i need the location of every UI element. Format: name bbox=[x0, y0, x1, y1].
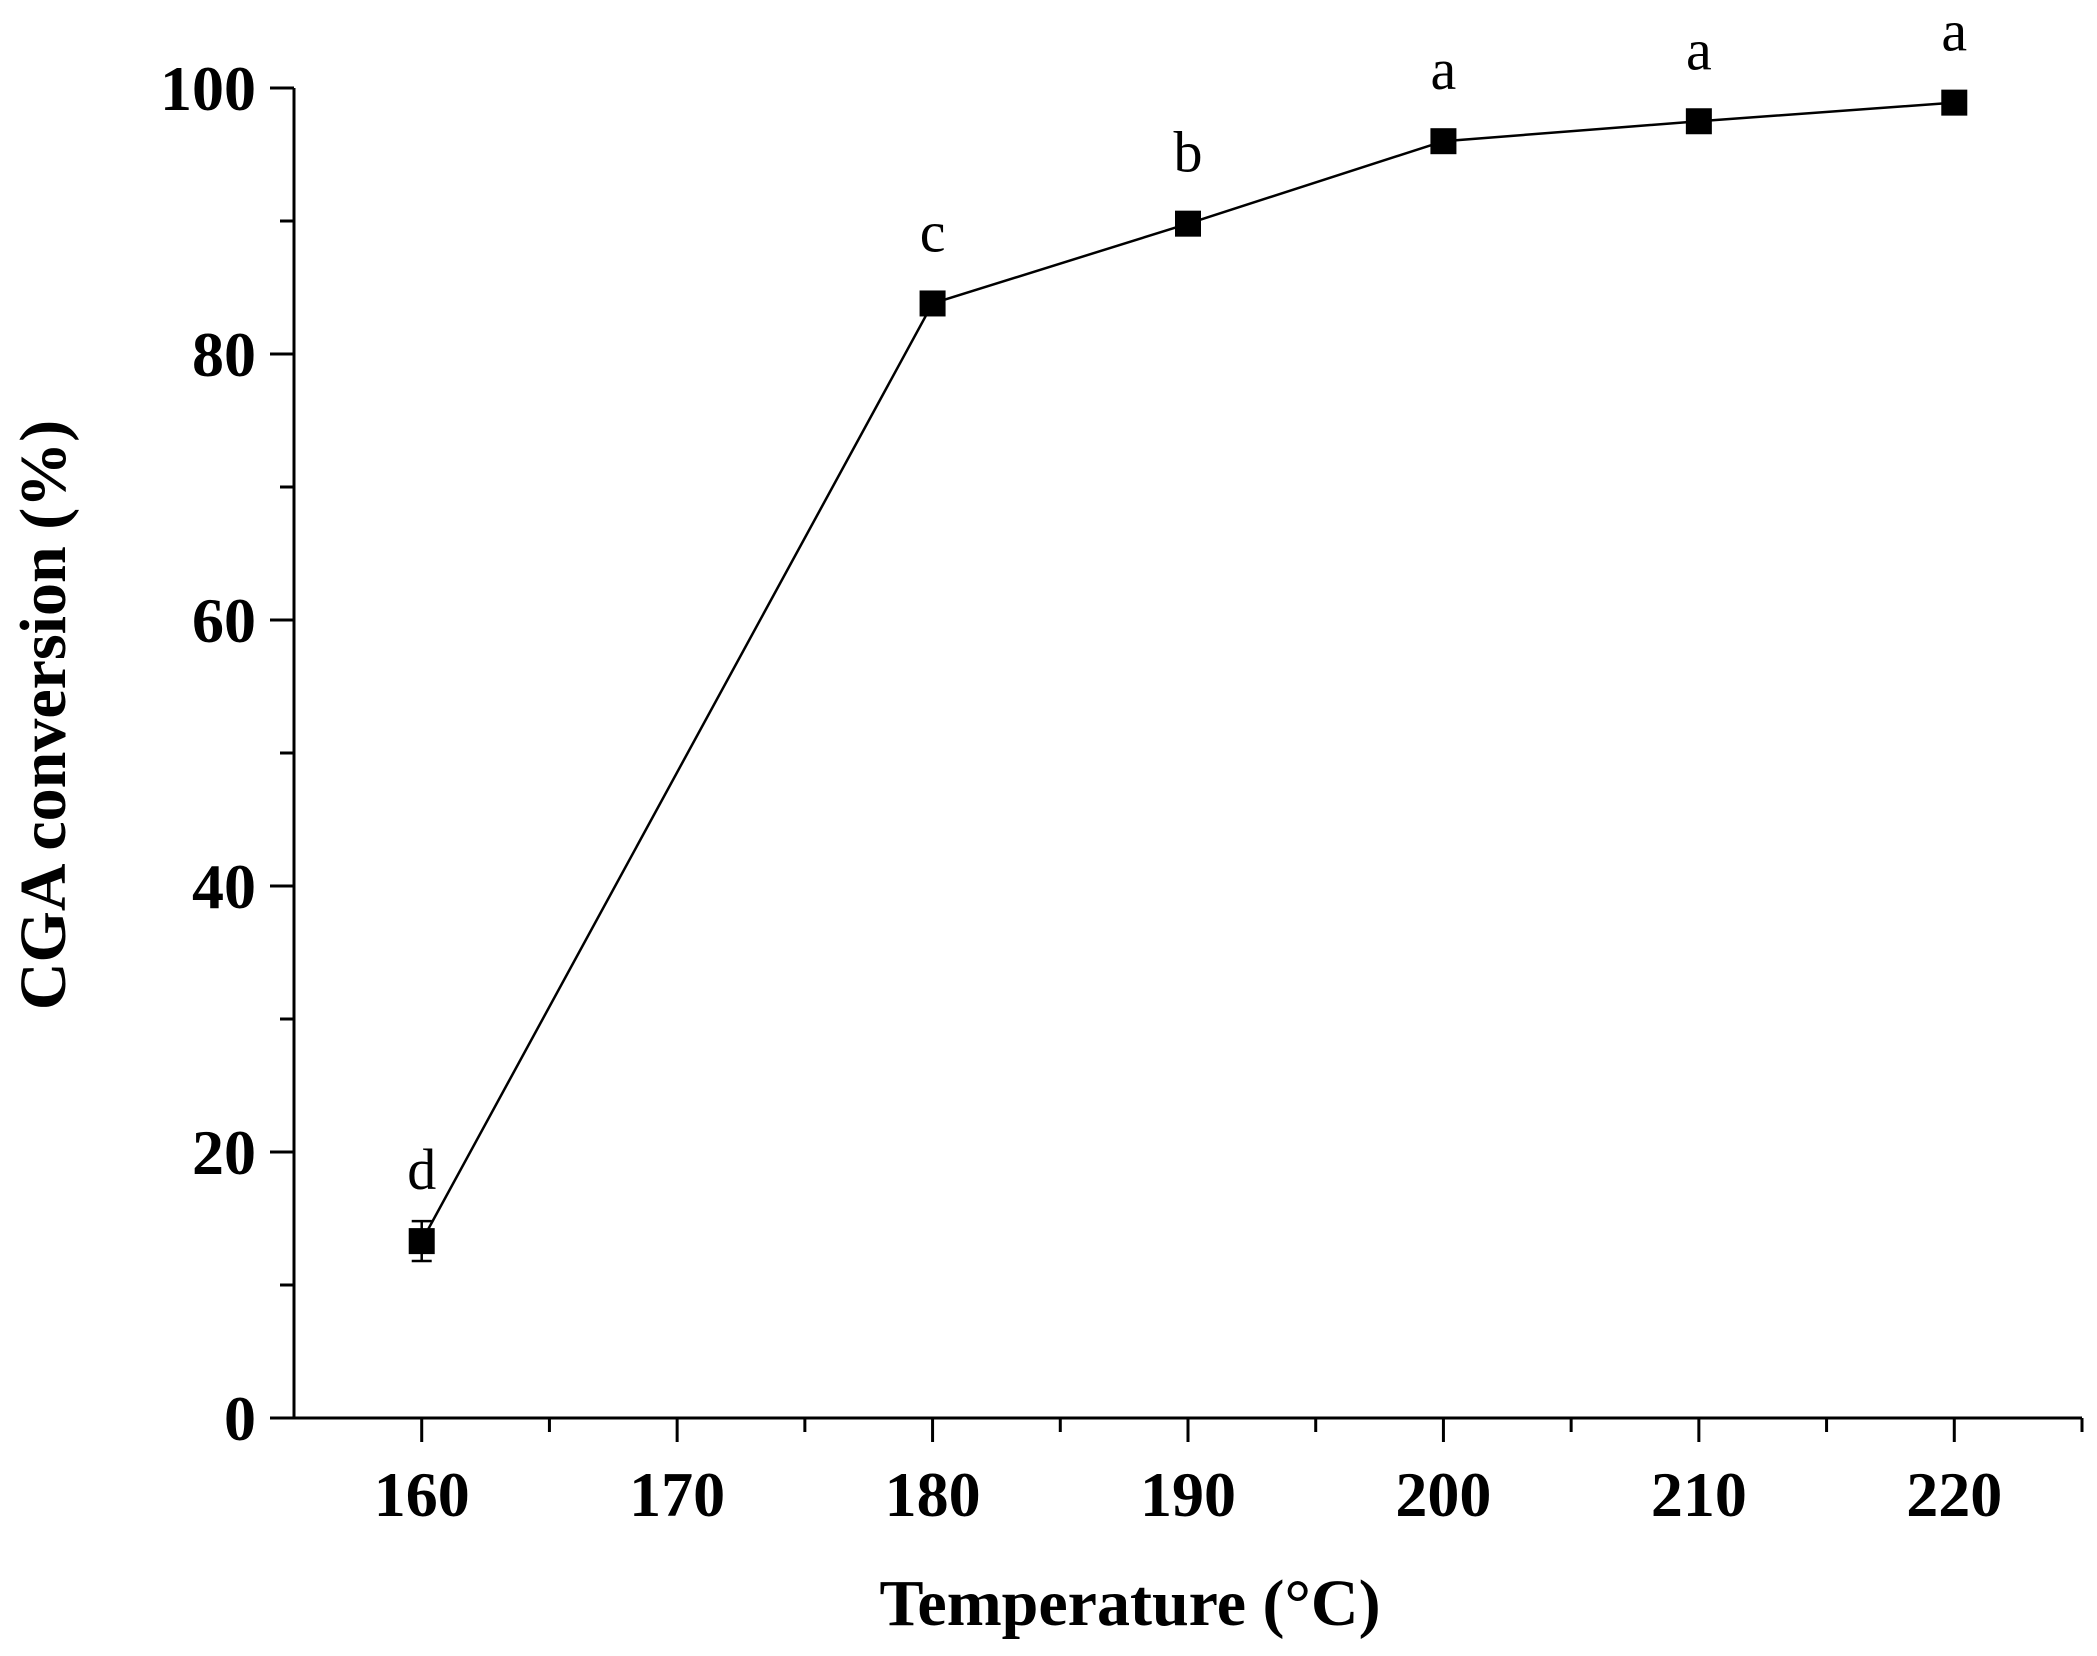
y-tick-label: 40 bbox=[192, 851, 256, 922]
axes bbox=[292, 88, 2082, 1420]
x-tick-label: 180 bbox=[885, 1459, 981, 1530]
y-tick-label: 80 bbox=[192, 319, 256, 390]
significance-label: b bbox=[1174, 120, 1203, 185]
annotations: d c b a a a bbox=[407, 0, 1967, 1202]
data-point bbox=[919, 290, 946, 317]
tick-labels: 160 170 180 190 200 210 220 0 20 40 60 80 100 bbox=[160, 53, 2002, 1530]
significance-label: c bbox=[920, 199, 946, 264]
data-point bbox=[1430, 128, 1457, 155]
x-axis-title: Temperature (°C) bbox=[879, 1567, 1380, 1640]
data-point bbox=[1175, 210, 1201, 237]
x-tick-label: 220 bbox=[1906, 1459, 2002, 1530]
significance-label: a bbox=[1686, 17, 1712, 82]
x-tick-label: 190 bbox=[1140, 1459, 1236, 1530]
significance-label: d bbox=[407, 1137, 436, 1202]
significance-label: a bbox=[1431, 37, 1457, 102]
y-tick-label: 100 bbox=[160, 53, 256, 124]
data-point bbox=[408, 1228, 435, 1255]
x-tick-label: 170 bbox=[629, 1459, 725, 1530]
series bbox=[408, 89, 1968, 1263]
x-tick-label: 200 bbox=[1395, 1459, 1491, 1530]
data-point bbox=[1685, 108, 1712, 135]
ticks bbox=[270, 86, 2084, 1442]
x-tick-label: 210 bbox=[1651, 1459, 1747, 1530]
series-line bbox=[420, 101, 1955, 1242]
x-tick-label: 160 bbox=[374, 1459, 470, 1530]
significance-label: a bbox=[1941, 0, 1967, 64]
y-tick-label: 20 bbox=[192, 1117, 256, 1188]
data-point bbox=[1941, 89, 1968, 116]
y-tick-label: 0 bbox=[224, 1383, 256, 1454]
y-axis-title: CGA conversion (%) bbox=[7, 420, 80, 1010]
y-tick-label: 60 bbox=[192, 585, 256, 656]
